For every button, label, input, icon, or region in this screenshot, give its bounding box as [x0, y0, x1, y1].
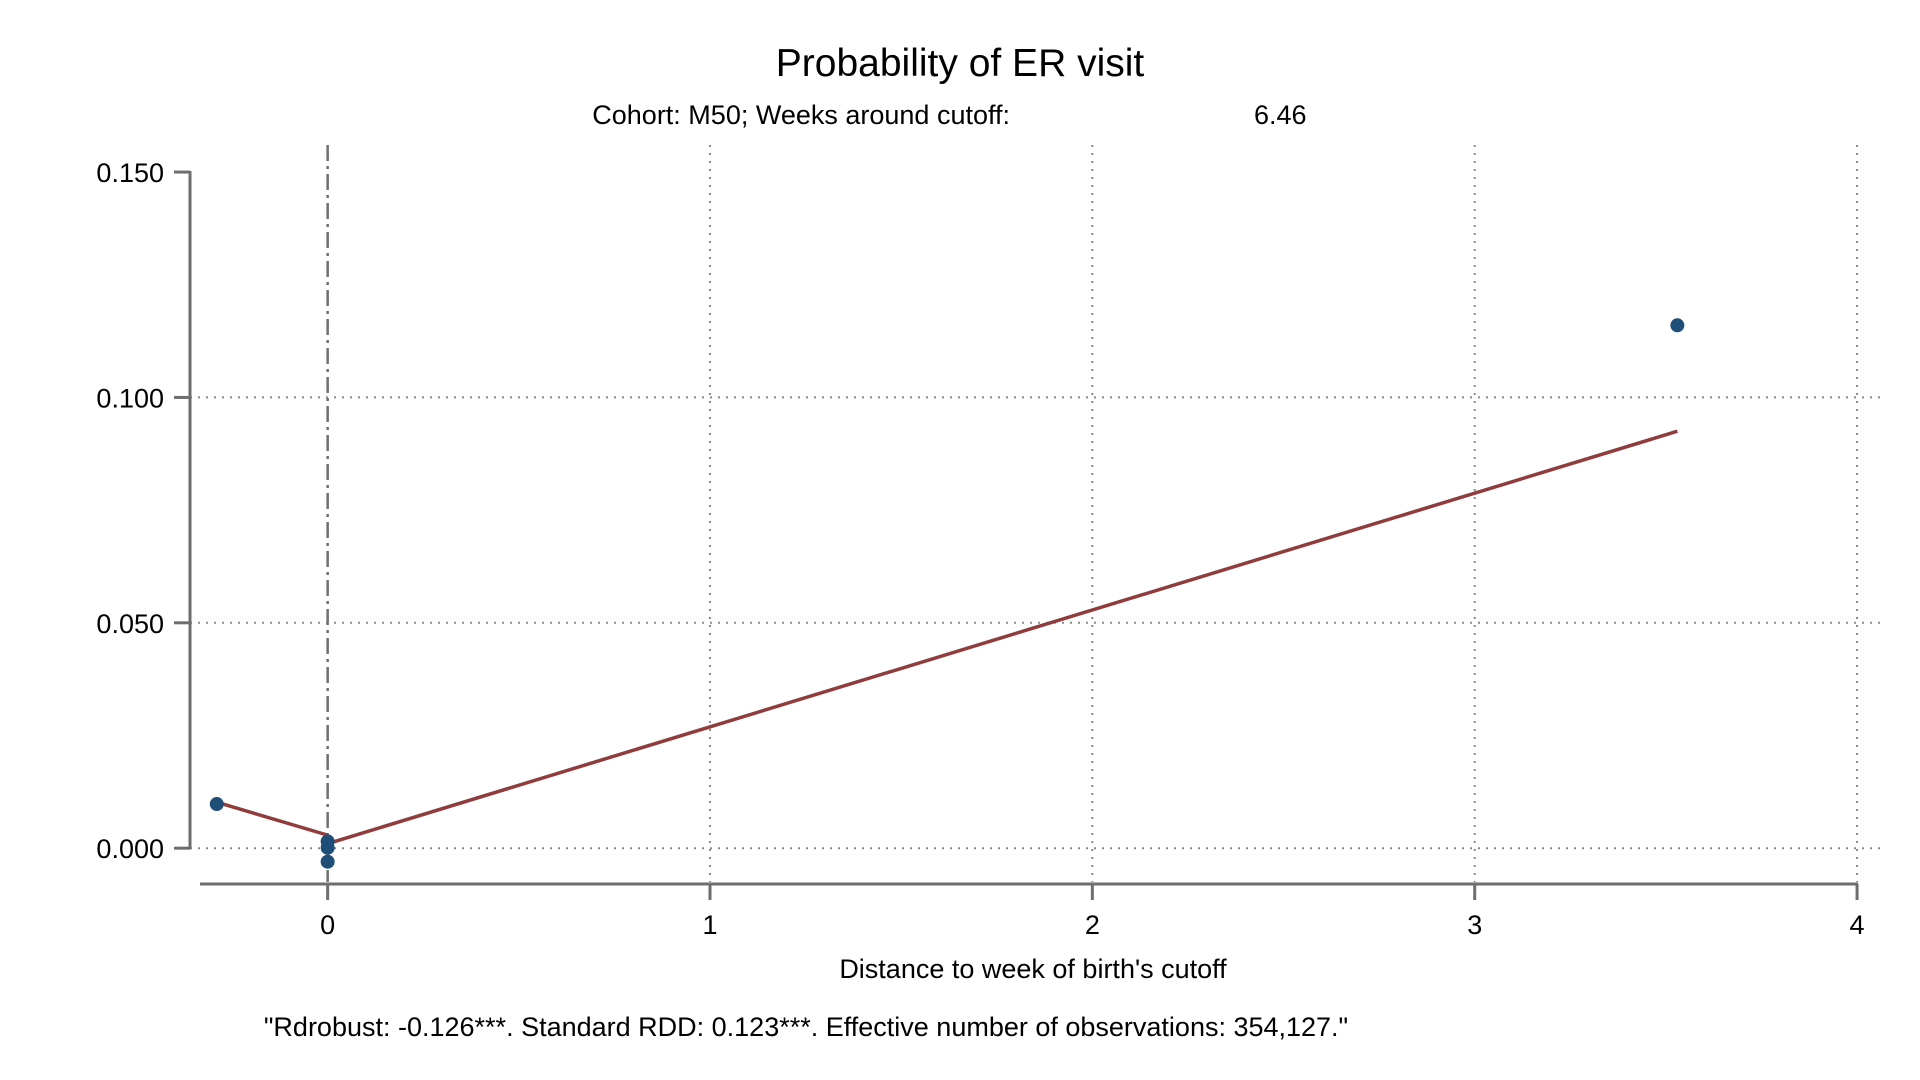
- data-series: [209, 318, 1685, 869]
- data-point: [1670, 318, 1685, 333]
- x-axis-title: Distance to week of birth's cutoff: [839, 954, 1227, 984]
- y-tick-label: 0.150: [96, 158, 164, 188]
- chart-subtitle-value: 6.46: [1254, 100, 1307, 130]
- chart-title: Probability of ER visit: [776, 42, 1145, 85]
- fit-line: [216, 800, 329, 837]
- data-point: [320, 840, 335, 855]
- x-tick-label: 2: [1085, 910, 1100, 940]
- data-point: [209, 797, 224, 812]
- y-tick-label: 0.100: [96, 383, 164, 413]
- y-tick-label: 0.000: [96, 834, 164, 864]
- x-tick-label: 4: [1850, 910, 1865, 940]
- x-tick-label: 1: [702, 910, 717, 940]
- axes: 0.000 0.050 0.100 0.150 0 1 2 3 4: [96, 158, 1864, 940]
- fit-line: [327, 429, 1678, 846]
- chart-subtitle-label: Cohort: M50; Weeks around cutoff:: [592, 100, 1010, 130]
- x-tick-label: 0: [320, 910, 335, 940]
- x-tick-label: 3: [1467, 910, 1482, 940]
- chart-note: "Rdrobust: -0.126***. Standard RDD: 0.12…: [264, 1012, 1348, 1042]
- gridlines: [190, 145, 1880, 882]
- y-tick-label: 0.050: [96, 609, 164, 639]
- data-point: [320, 854, 335, 869]
